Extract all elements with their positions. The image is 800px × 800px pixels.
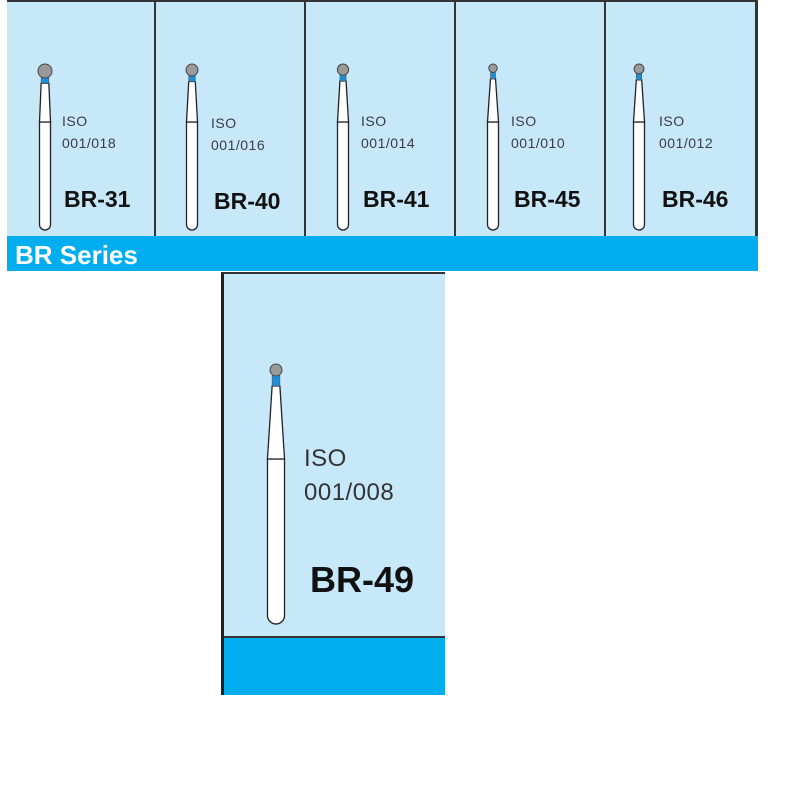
bur-image	[266, 363, 286, 625]
bur-head	[633, 63, 645, 75]
product-card-br-41[interactable]: ISO 001/014 BR-41	[306, 2, 456, 236]
bur-image	[185, 63, 199, 231]
product-card-br-45[interactable]: ISO 001/010 BR-45	[456, 2, 606, 236]
bur-head	[37, 63, 53, 79]
product-card-br-31[interactable]: ISO 001/018 BR-31	[7, 2, 156, 236]
bur-head	[336, 63, 350, 76]
footer-band	[224, 636, 445, 695]
iso-spec: ISO 001/012	[659, 113, 714, 151]
product-code: BR-41	[363, 186, 430, 212]
product-code: BR-46	[662, 186, 729, 212]
product-card-br-40[interactable]: ISO 001/016 BR-40	[156, 2, 306, 236]
shank	[632, 121, 646, 231]
shank	[266, 458, 286, 625]
neck	[632, 79, 646, 123]
neck	[486, 78, 500, 123]
bur-head	[269, 363, 283, 377]
bur-head	[185, 63, 199, 77]
product-row: ISO 001/018 BR-31 ISO 001/016 BR-40 ISO 001…	[7, 0, 758, 238]
bur-image	[37, 63, 53, 231]
product-code: BR-45	[514, 186, 581, 212]
shank	[486, 121, 500, 231]
series-label: BR Series	[7, 236, 758, 271]
bur-image	[486, 63, 500, 231]
shank	[38, 121, 52, 231]
product-card-br-46[interactable]: ISO 001/012 BR-46	[606, 2, 755, 236]
iso-spec: ISO 001/016	[211, 115, 266, 153]
iso-spec: ISO 001/014	[361, 113, 416, 151]
neck	[38, 82, 52, 123]
bur-image	[632, 63, 646, 231]
bur-head	[488, 63, 498, 73]
product-card-br-49[interactable]: ISO 001/008 BR-49	[221, 272, 445, 695]
neck	[336, 80, 350, 123]
product-code: BR-31	[64, 186, 131, 212]
neck	[185, 80, 199, 123]
product-code: BR-40	[214, 188, 281, 214]
neck	[266, 385, 286, 460]
iso-spec: ISO 001/018	[62, 113, 117, 151]
iso-spec: ISO 001/008	[304, 445, 395, 506]
bur-image	[336, 63, 350, 231]
shank	[185, 121, 199, 231]
product-code: BR-49	[310, 559, 415, 600]
shank	[336, 121, 350, 231]
iso-spec: ISO 001/010	[511, 113, 566, 151]
